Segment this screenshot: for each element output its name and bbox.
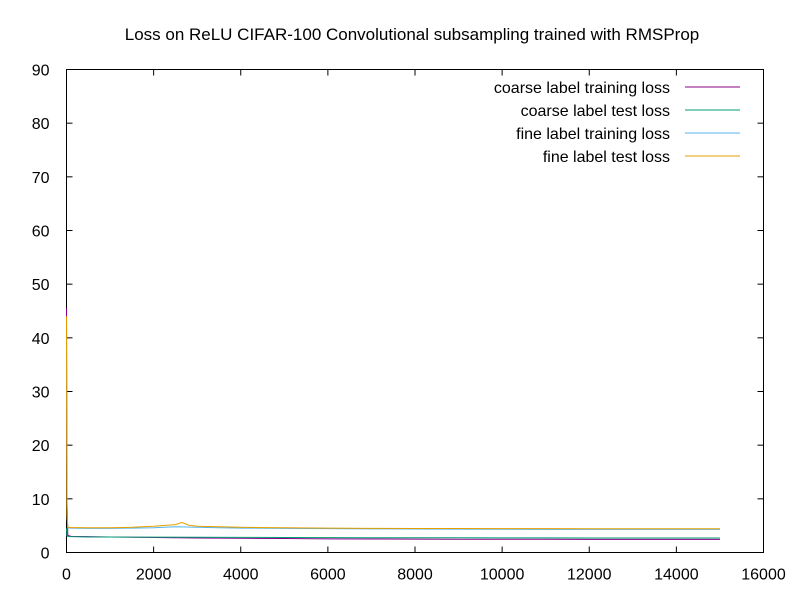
y-tick-label: 80 [32, 116, 50, 133]
series-line [66, 316, 720, 530]
legend: coarse label training loss coarse label t… [494, 80, 740, 166]
plot-area [66, 308, 720, 540]
y-tick-label: 30 [32, 385, 50, 402]
y-tick-label: 50 [32, 277, 50, 294]
series-line [66, 337, 720, 530]
x-tick-label: 8000 [397, 567, 433, 584]
y-tick-label: 20 [32, 438, 50, 455]
x-tick-label: 0 [62, 567, 71, 584]
x-tick-label: 4000 [223, 567, 259, 584]
legend-label: fine label test loss [543, 149, 670, 166]
series-line [66, 308, 720, 540]
y-axis: 0 10 20 30 40 50 60 70 80 90 [32, 63, 764, 563]
series-line [66, 528, 720, 539]
x-tick-label: 12000 [567, 567, 612, 584]
legend-label: coarse label training loss [494, 80, 670, 97]
x-axis: 0 2000 4000 6000 8000 10000 12000 14000 16000 [62, 69, 786, 584]
legend-label: coarse label test loss [521, 103, 670, 120]
x-tick-label: 10000 [480, 567, 525, 584]
y-tick-label: 10 [32, 492, 50, 509]
y-tick-label: 70 [32, 170, 50, 187]
y-tick-label: 60 [32, 224, 50, 241]
x-tick-label: 16000 [741, 567, 786, 584]
x-tick-label: 2000 [136, 567, 172, 584]
y-tick-label: 0 [41, 546, 50, 563]
x-tick-label: 14000 [654, 567, 699, 584]
legend-label: fine label training loss [516, 126, 670, 143]
y-tick-label: 40 [32, 331, 50, 348]
chart-title: Loss on ReLU CIFAR-100 Convolutional sub… [125, 25, 700, 44]
y-tick-label: 90 [32, 63, 50, 80]
x-tick-label: 6000 [310, 567, 346, 584]
